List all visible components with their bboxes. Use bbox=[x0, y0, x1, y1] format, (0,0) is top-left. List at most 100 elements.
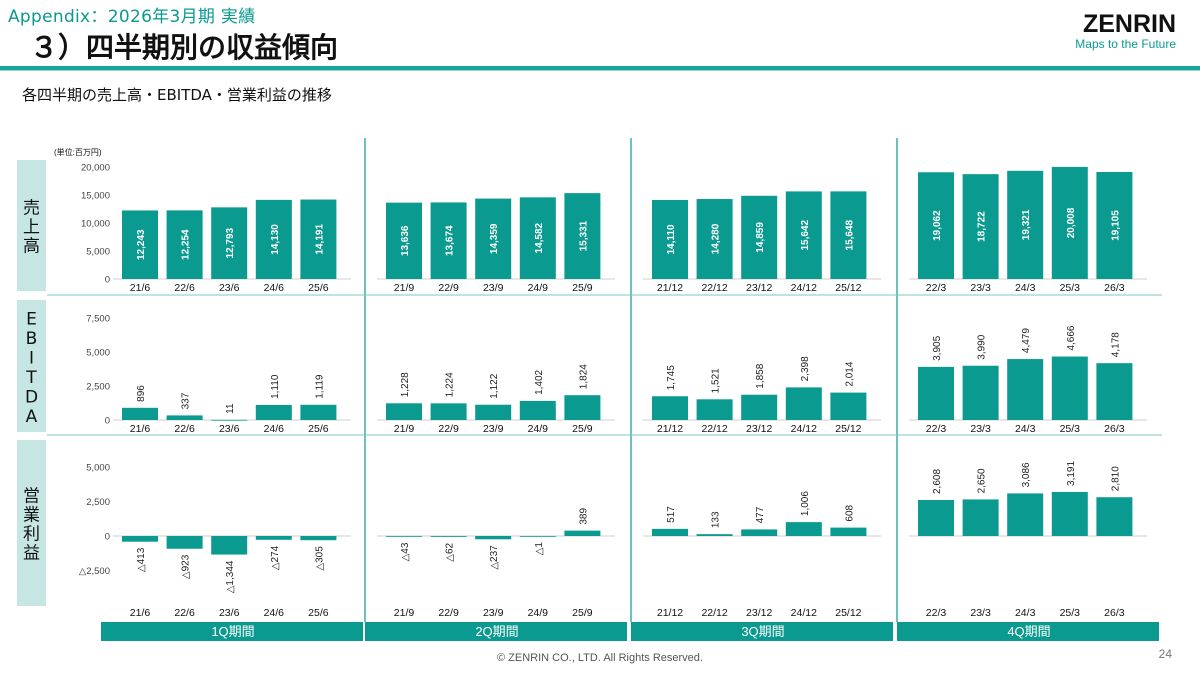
data-label: 2,650 bbox=[977, 468, 988, 493]
bar bbox=[430, 202, 467, 279]
x-tick-label: 26/3 bbox=[1104, 282, 1125, 294]
data-label: 19,062 bbox=[932, 210, 943, 241]
x-tick-label: 22/9 bbox=[438, 282, 459, 294]
x-tick-label: 25/6 bbox=[308, 607, 329, 619]
x-tick-label: 21/9 bbox=[394, 607, 415, 619]
data-label: 13,674 bbox=[445, 225, 456, 256]
x-tick-label: 24/3 bbox=[1015, 282, 1036, 294]
x-tick-label: 25/9 bbox=[572, 282, 593, 294]
bar bbox=[918, 172, 954, 279]
logo-name: ZENRIN bbox=[1082, 10, 1176, 38]
x-tick-label: 24/3 bbox=[1015, 423, 1036, 435]
x-tick-label: 22/12 bbox=[701, 282, 727, 294]
bar bbox=[785, 522, 822, 536]
metric-label-char: 業 bbox=[23, 506, 40, 526]
x-tick-label: 23/6 bbox=[219, 607, 240, 619]
bar bbox=[962, 499, 999, 536]
quarter-label: 4Q期間 bbox=[1007, 624, 1050, 639]
y-tick-label: 20,000 bbox=[81, 163, 110, 174]
bar bbox=[475, 536, 512, 540]
data-label: 1,224 bbox=[445, 372, 456, 397]
bar bbox=[1096, 172, 1133, 279]
x-tick-label: 26/3 bbox=[1104, 607, 1125, 619]
data-label: 18,722 bbox=[977, 211, 988, 242]
data-label: 3,905 bbox=[932, 335, 943, 360]
data-label: 12,243 bbox=[136, 229, 147, 260]
bar bbox=[1007, 359, 1044, 420]
unit-label: (単位:百万円) bbox=[54, 147, 102, 157]
data-label: 14,359 bbox=[489, 223, 500, 254]
x-tick-label: 21/9 bbox=[394, 423, 415, 435]
quarter-label: 1Q期間 bbox=[211, 624, 254, 639]
bar bbox=[696, 534, 733, 536]
data-label: △1 bbox=[534, 542, 545, 556]
data-label: 1,006 bbox=[800, 491, 811, 516]
metric-label-char: 高 bbox=[23, 237, 40, 257]
x-tick-label: 21/9 bbox=[394, 282, 415, 294]
y-tick-label: 2,500 bbox=[86, 497, 110, 508]
x-tick-label: 22/3 bbox=[926, 423, 947, 435]
bar bbox=[564, 193, 601, 279]
header-rule bbox=[0, 66, 1200, 70]
data-label: 19,105 bbox=[1110, 210, 1121, 241]
data-label: △274 bbox=[270, 545, 281, 570]
data-label: 517 bbox=[666, 506, 677, 523]
bar bbox=[386, 536, 422, 537]
data-label: 14,859 bbox=[755, 222, 766, 253]
data-label: 15,642 bbox=[800, 219, 811, 250]
data-label: 15,331 bbox=[578, 220, 589, 251]
y-tick-label: 5,000 bbox=[86, 463, 110, 474]
metric-label-char: 営 bbox=[23, 487, 40, 507]
bar bbox=[1096, 363, 1133, 420]
data-label: △923 bbox=[181, 554, 192, 579]
quarter-label: 2Q期間 bbox=[475, 624, 518, 639]
bar bbox=[785, 191, 822, 279]
metric-label-panel bbox=[17, 300, 46, 432]
x-tick-label: 22/3 bbox=[926, 607, 947, 619]
data-label: 1,119 bbox=[314, 374, 325, 399]
y-tick-label: 15,000 bbox=[81, 191, 110, 202]
x-tick-label: 25/3 bbox=[1060, 607, 1081, 619]
x-tick-label: 21/12 bbox=[657, 607, 683, 619]
data-label: 896 bbox=[136, 385, 147, 402]
x-tick-label: 22/9 bbox=[438, 607, 459, 619]
x-tick-label: 23/9 bbox=[483, 423, 504, 435]
x-tick-label: 23/12 bbox=[746, 282, 772, 294]
metric-label-char: B bbox=[26, 329, 38, 349]
data-label: 1,110 bbox=[270, 374, 281, 399]
data-label: 15,648 bbox=[844, 219, 855, 250]
x-tick-label: 25/12 bbox=[835, 607, 861, 619]
bar bbox=[918, 500, 954, 536]
bar bbox=[962, 174, 999, 279]
y-tick-label: 5,000 bbox=[86, 348, 110, 359]
bar bbox=[166, 415, 203, 420]
x-tick-label: 23/3 bbox=[970, 423, 991, 435]
metric-label-char: I bbox=[29, 348, 34, 368]
data-label: △413 bbox=[136, 547, 147, 572]
bar bbox=[1007, 493, 1044, 536]
data-label: 608 bbox=[844, 504, 855, 521]
data-label: 477 bbox=[755, 506, 766, 523]
x-tick-label: 23/3 bbox=[970, 607, 991, 619]
x-tick-label: 21/12 bbox=[657, 423, 683, 435]
x-tick-label: 24/6 bbox=[264, 282, 285, 294]
metric-label-panel bbox=[17, 440, 46, 606]
bar bbox=[519, 536, 556, 537]
metric-label-panel bbox=[17, 160, 46, 291]
appendix-label: Appendix：2026年3月期 実績 bbox=[8, 7, 256, 27]
data-label: 389 bbox=[578, 508, 589, 525]
data-label: 2,608 bbox=[932, 469, 943, 494]
bar bbox=[785, 387, 822, 420]
data-label: 133 bbox=[711, 511, 722, 528]
data-label: 13,636 bbox=[400, 225, 411, 256]
bar bbox=[300, 199, 337, 279]
x-tick-label: 23/6 bbox=[219, 282, 240, 294]
copyright: © ZENRIN CO., LTD. All Rights Reserved. bbox=[497, 652, 703, 664]
x-tick-label: 23/3 bbox=[970, 282, 991, 294]
bar bbox=[430, 403, 467, 420]
bar bbox=[1096, 497, 1133, 536]
y-tick-label: 0 bbox=[105, 532, 110, 543]
bar bbox=[696, 199, 733, 279]
metric-label-char: E bbox=[26, 309, 37, 329]
